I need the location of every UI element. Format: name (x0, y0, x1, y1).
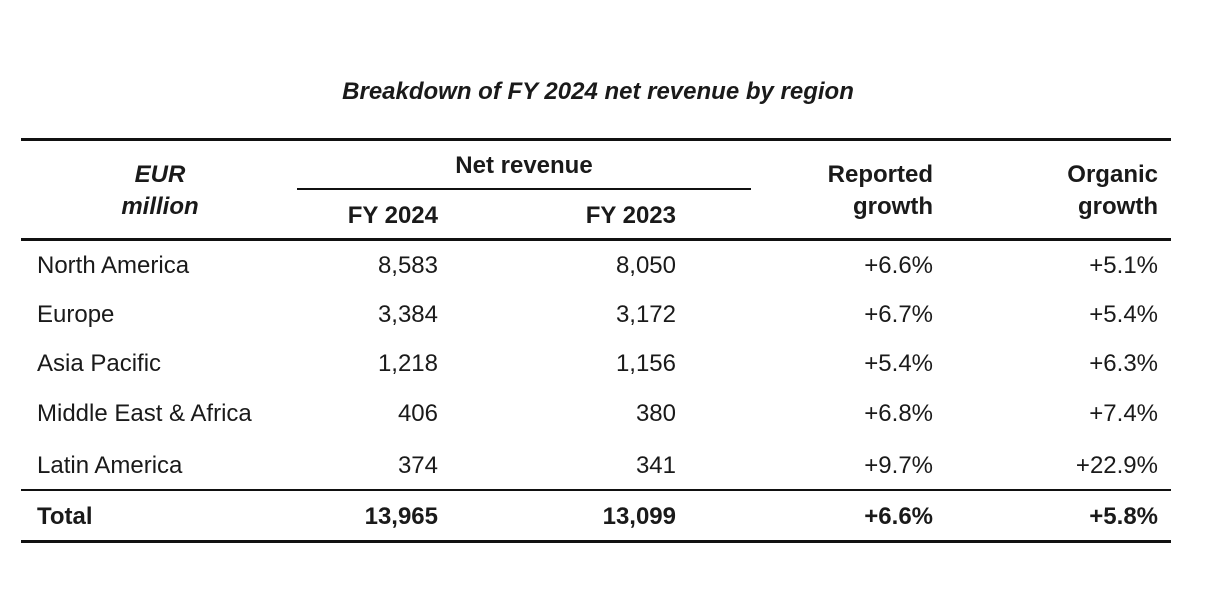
total-organic-growth-cell: +5.8% (1089, 503, 1158, 530)
total-fy2023-cell: 13,099 (602, 503, 676, 530)
total-reported-growth-cell: +6.6% (864, 503, 933, 530)
reported-growth-cell: +6.8% (864, 400, 933, 427)
region-cell: Latin America (37, 452, 183, 479)
reported-growth-cell: +5.4% (864, 350, 933, 377)
header-rule (21, 238, 1171, 241)
fy2023-header: FY 2023 (585, 202, 676, 229)
fy2023-cell: 3,172 (615, 301, 676, 328)
organic-growth-cell: +5.1% (1089, 252, 1158, 279)
fy2024-cell: 374 (397, 452, 438, 479)
fy2024-header: FY 2024 (347, 202, 438, 229)
organic-growth-cell: +5.4% (1089, 301, 1158, 328)
region-cell: Middle East & Africa (37, 400, 252, 427)
total-fy2024-cell: 13,965 (364, 503, 438, 530)
table-title: Breakdown of FY 2024 net revenue by regi… (342, 78, 854, 105)
organic-growth-cell: +6.3% (1089, 350, 1158, 377)
organic-growth-header-line1: Organic (1067, 161, 1158, 188)
reported-growth-cell: +6.7% (864, 301, 933, 328)
fy2023-cell: 341 (635, 452, 676, 479)
fy2023-cell: 1,156 (615, 350, 676, 377)
reported-growth-cell: +6.6% (864, 252, 933, 279)
fy2024-cell: 8,583 (377, 252, 438, 279)
organic-growth-cell: +22.9% (1075, 452, 1158, 479)
unit-header-line2: million (121, 193, 199, 220)
fy2024-cell: 1,218 (377, 350, 438, 377)
fy2024-cell: 406 (397, 400, 438, 427)
region-cell: Europe (37, 301, 115, 328)
reported-growth-header-line2: growth (853, 193, 933, 220)
total-rule (21, 489, 1171, 491)
region-cell: North America (37, 252, 190, 279)
bottom-rule (21, 540, 1171, 543)
reported-growth-header-line1: Reported (827, 161, 933, 188)
fy2023-cell: 380 (635, 400, 676, 427)
region-cell: Asia Pacific (37, 350, 162, 377)
fy2023-cell: 8,050 (615, 252, 676, 279)
reported-growth-cell: +9.7% (864, 452, 933, 479)
unit-header-line1: EUR (134, 161, 186, 188)
top-rule (21, 138, 1171, 141)
fy2024-cell: 3,384 (377, 301, 438, 328)
net-revenue-header: Net revenue (455, 152, 593, 179)
total-label: Total (37, 503, 93, 530)
net-revenue-underline (297, 188, 751, 190)
organic-growth-cell: +7.4% (1089, 400, 1158, 427)
organic-growth-header-line2: growth (1078, 193, 1158, 220)
